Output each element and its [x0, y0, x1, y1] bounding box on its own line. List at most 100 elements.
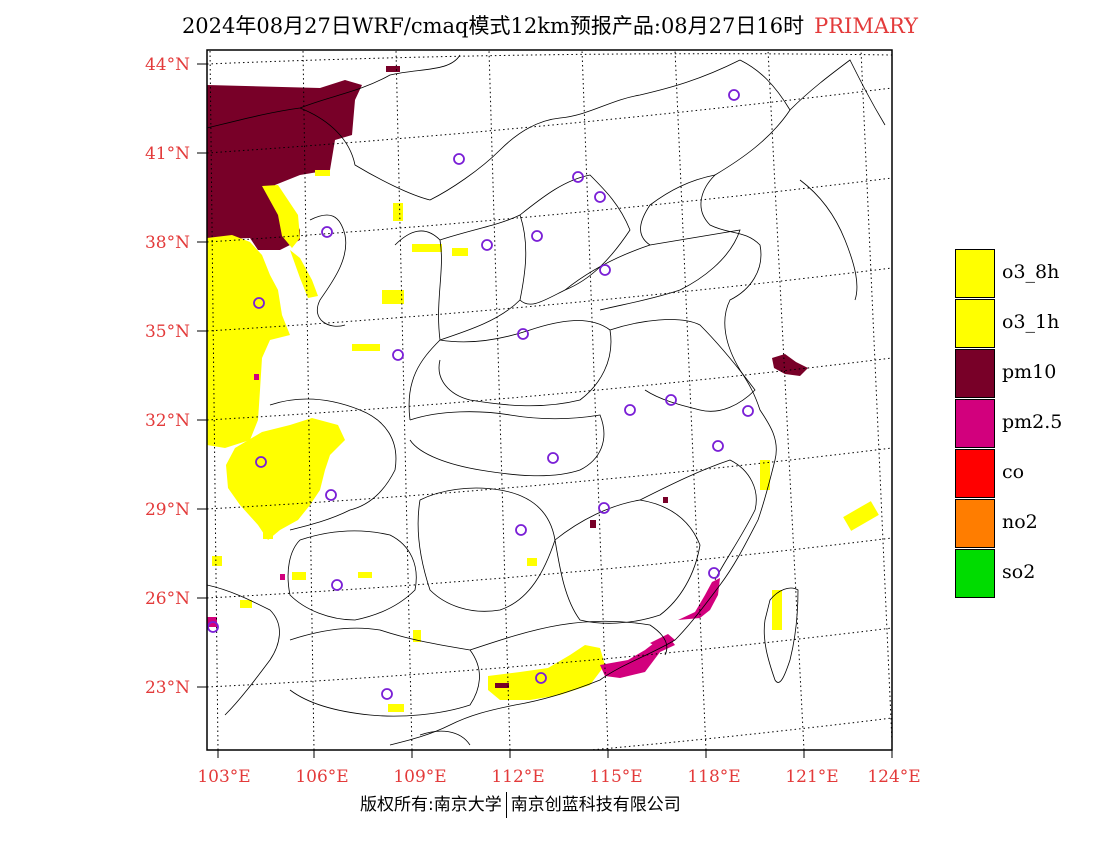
circle-marker-icon: [728, 89, 740, 101]
o3-patch-14: [358, 572, 372, 578]
circle-marker-icon: [535, 672, 547, 684]
parallel-44: [207, 53, 892, 65]
title-tag: PRIMARY: [814, 14, 919, 38]
o3-patch-16: [388, 704, 404, 712]
circle-marker-icon: [665, 394, 677, 406]
circle-marker-icon: [572, 171, 584, 183]
border-sichuan-chongqing: [269, 398, 397, 531]
o3-patch-15: [413, 630, 421, 642]
footer-right: 南京创蓝科技有限公司: [510, 795, 681, 815]
legend-label: no2: [1002, 511, 1038, 533]
circle-marker-icon: [325, 489, 337, 501]
circle-marker-icon: [594, 191, 606, 203]
circle-marker-icon: [392, 349, 404, 361]
border-hebei: [519, 174, 631, 305]
o3-patch-9: [760, 460, 770, 490]
pm25-patch-2: [254, 374, 259, 380]
border-jiangxi: [554, 499, 701, 624]
parallel-38: [207, 177, 892, 243]
legend-swatch: [955, 249, 995, 298]
meridian-124: [860, 50, 892, 743]
circle-marker-icon: [547, 452, 559, 464]
circle-marker-icon: [331, 579, 343, 591]
legend-label: co: [1002, 461, 1025, 483]
o3-patch-10: [263, 527, 273, 539]
circle-marker-icon: [742, 405, 754, 417]
border-shaanxi: [394, 230, 442, 421]
meridian-118: [674, 50, 707, 750]
circle-marker-icon: [453, 153, 465, 165]
pm10-area-northwest: [207, 80, 362, 250]
pm10-patch-3: [663, 497, 668, 503]
legend-label: pm2.5: [1002, 411, 1063, 433]
boundary-layer: [207, 54, 886, 746]
graticule: [207, 50, 892, 750]
lat-label: 29°N: [145, 500, 190, 520]
legend-swatch: [955, 349, 995, 398]
o3-patch-8: [772, 590, 782, 630]
o3-patch-1: [393, 203, 403, 221]
circle-marker-icon: [481, 239, 493, 251]
meridian-115: [581, 50, 609, 750]
circle-marker-icon: [255, 456, 267, 468]
lat-label: 26°N: [145, 589, 190, 609]
circle-marker-icon: [599, 264, 611, 276]
circle-marker-icon: [708, 567, 720, 579]
legend-swatch: [955, 449, 995, 498]
pm25-area-fujian-coast: [678, 578, 720, 620]
parallel-29: [207, 447, 892, 510]
border-shanxi: [439, 214, 527, 341]
o3-patch-11: [212, 556, 222, 566]
circle-marker-icon: [515, 524, 527, 536]
lat-label: 41°N: [145, 144, 190, 164]
lon-label: 115°E: [589, 767, 642, 787]
footer-left: 版权所有:南京大学: [360, 795, 502, 815]
o3-area-west-spur: [290, 250, 318, 298]
border-henan: [438, 320, 612, 407]
lon-label: 103°E: [197, 767, 250, 787]
map-frame: [206, 49, 893, 751]
border-inner-mongolia: [207, 54, 461, 129]
meridian-121: [767, 50, 805, 750]
border-hubei: [409, 411, 605, 477]
border-jiangsu: [609, 319, 756, 412]
footer-divider: [505, 792, 507, 818]
o3-patch-5: [315, 170, 330, 176]
coastline-east: [389, 59, 791, 746]
coastline-korea: [799, 179, 858, 301]
legend-label: o3_1h: [1002, 311, 1060, 333]
o3-patch-12: [240, 600, 252, 608]
coastline-hainan: [419, 730, 471, 746]
o3-patch-13: [292, 572, 306, 580]
meridian-112: [488, 50, 511, 750]
pm25-patch-3: [280, 574, 285, 580]
o3-patch-6: [452, 248, 468, 256]
o3-patch-2: [412, 244, 442, 252]
title-main: 2024年08月27日WRF/cmaq模式12km预报产品:08月27日16时: [181, 14, 805, 38]
border-ningxia: [309, 214, 347, 327]
border-guangxi: [289, 627, 480, 717]
legend-label: so2: [1002, 561, 1036, 583]
o3-area-west-band: [207, 235, 290, 448]
pm25-area-shantou: [650, 634, 675, 650]
border-shandong: [564, 229, 741, 311]
lon-label: 112°E: [491, 767, 544, 787]
border-guangdong: [469, 620, 668, 656]
legend-swatch: [955, 299, 995, 348]
parallel-23: [207, 627, 892, 688]
parallel-26: [207, 537, 892, 599]
coastline-taiwan: [763, 587, 799, 683]
pm10-area-east-sea: [772, 354, 808, 376]
pm10-patch-4: [495, 683, 509, 688]
lon-label: 121°E: [785, 767, 838, 787]
border-north-china: [299, 59, 741, 201]
lon-label: 109°E: [393, 767, 446, 787]
lat-label: 35°N: [145, 322, 190, 342]
lon-label: 106°E: [295, 767, 348, 787]
circle-marker-icon: [381, 688, 393, 700]
legend-label: pm10: [1002, 361, 1057, 383]
parallel-32: [207, 357, 892, 421]
lon-label: 124°E: [867, 767, 920, 787]
lat-label: 38°N: [145, 233, 190, 253]
